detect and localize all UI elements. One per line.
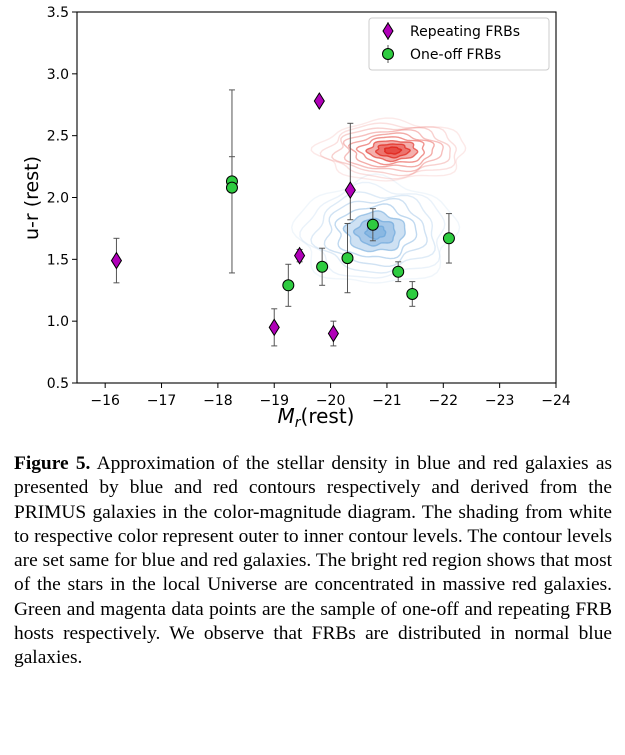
x-tick-label: −22 (429, 393, 459, 409)
y-tick-label: 1.5 (47, 252, 69, 268)
x-axis-label: Mr(rest) (278, 404, 355, 431)
y-tick-label: 3.0 (47, 67, 69, 83)
x-tick-label: −18 (203, 393, 233, 409)
blue-contour-level-1 (290, 173, 461, 284)
y-tick-label: 2.5 (47, 129, 69, 145)
x-tick-label: −21 (372, 393, 402, 409)
x-tick-label: −23 (485, 393, 515, 409)
legend-marker-repeating-frb (382, 22, 394, 40)
repeating-frb-point (313, 92, 325, 110)
color-magnitude-chart: −16 −17 −18 −19 −20 −21 −22 −23 −24 0.5 1.0 1.5 2.0… (21, 5, 571, 431)
legend-label-repeating-frb: Repeating FRBs (410, 24, 520, 40)
y-tick-label: 2.0 (47, 191, 69, 207)
repeating-frb-point (294, 246, 306, 265)
red-contour-level-6 (355, 136, 426, 166)
red-contour-level-3 (331, 126, 451, 177)
one-off-frb-point (442, 232, 455, 245)
red-contour-level-1 (310, 117, 467, 182)
density-contours (290, 117, 467, 284)
legend-label-one-off-frb: One-off FRBs (410, 47, 501, 63)
y-tick-label: 3.5 (47, 5, 69, 21)
one-off-frb-point (282, 279, 295, 292)
repeating-frb-point (268, 318, 280, 337)
repeating-frb-point (344, 181, 356, 200)
caption-text: Approximation of the stellar density in … (14, 453, 613, 669)
red-contour-level-5 (347, 132, 435, 168)
blue-contour-level-2 (299, 181, 446, 279)
red-contour-level-2 (319, 122, 457, 180)
legend: Repeating FRBs One-off FRBs (368, 17, 550, 71)
repeating-frb-point (110, 251, 123, 270)
caption-label: Figure 5. (14, 453, 91, 474)
one-off-frb-point (341, 252, 354, 265)
data-points (110, 92, 455, 343)
x-tick-label: −19 (259, 393, 289, 409)
repeating-frb-point (327, 324, 339, 343)
x-axis-ticks: −16 −17 −18 −19 −20 −21 −22 −23 −24 (90, 383, 571, 409)
one-off-frb-point (366, 218, 379, 231)
y-axis-ticks: 0.5 1.0 1.5 2.0 2.5 3.0 3.5 (47, 5, 77, 392)
y-axis-label: u-r (rest) (21, 156, 43, 240)
blue-contour-level-5 (334, 203, 418, 260)
blue-contour-level-3 (310, 191, 436, 274)
figure-caption: Figure 5. Approximation of the stellar d… (14, 452, 612, 671)
y-tick-label: 0.5 (47, 376, 69, 392)
x-tick-label: −16 (90, 393, 120, 409)
red-contour-level-9 (383, 146, 403, 155)
x-tick-label: −17 (147, 393, 177, 409)
x-tick-label: −24 (541, 393, 571, 409)
x-tick-label: −20 (316, 393, 346, 409)
one-off-frb-point (392, 265, 405, 278)
one-off-frb-point (316, 260, 329, 273)
one-off-frb-point (406, 287, 419, 300)
one-off-frb-point (225, 181, 238, 194)
y-tick-label: 1.0 (47, 314, 69, 330)
legend-marker-one-off-frb (382, 48, 394, 60)
legend-frame (368, 17, 550, 71)
red-contour-level-4 (342, 128, 444, 173)
